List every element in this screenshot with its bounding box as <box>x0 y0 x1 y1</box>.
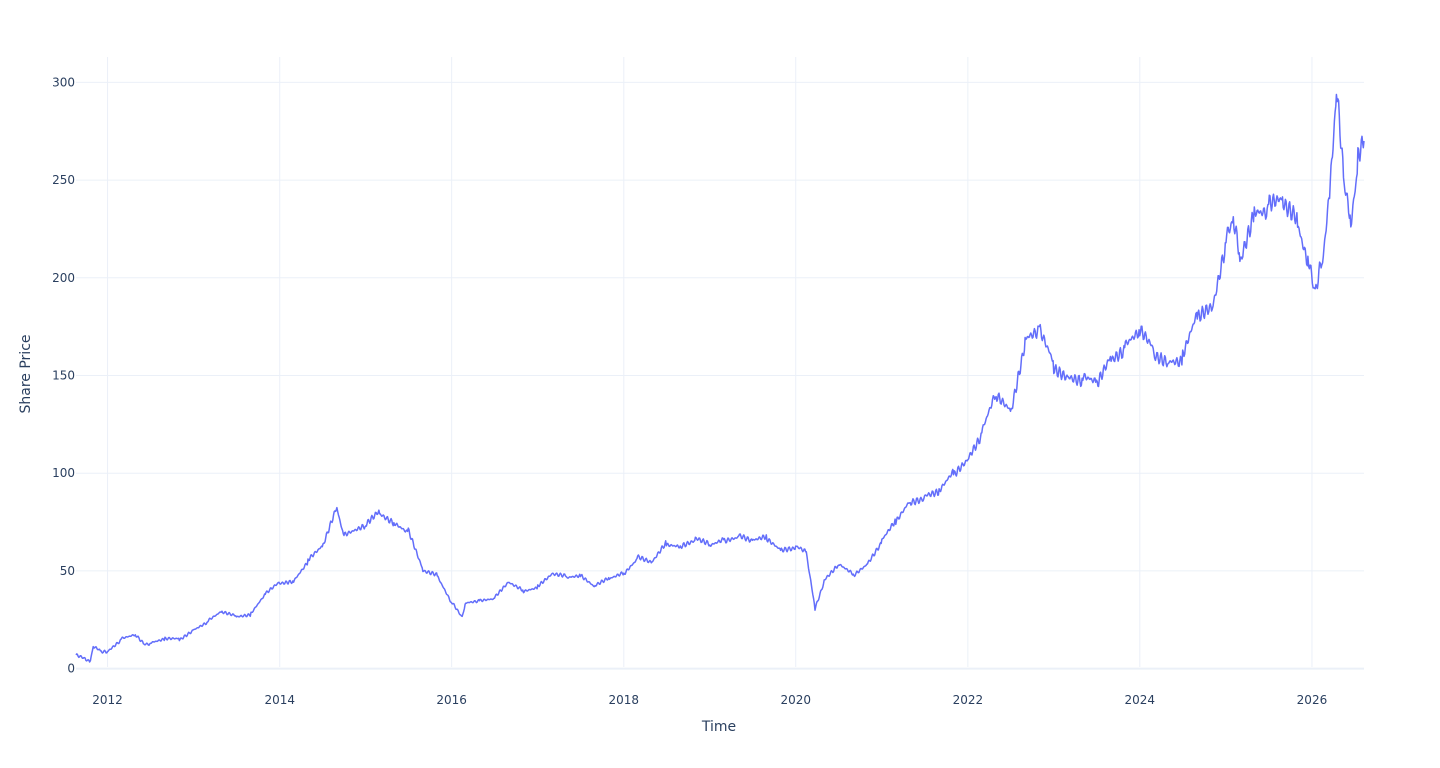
x-tick-labels: 2012 2014 2016 2018 2020 2022 2024 2026 <box>92 693 1327 707</box>
y-tick-label: 0 <box>67 662 75 676</box>
y-gridlines <box>76 81 1364 572</box>
x-tick-label: 2022 <box>953 693 984 707</box>
x-gridlines <box>107 57 1313 667</box>
series-line <box>75 93 1365 663</box>
y-tick-label: 100 <box>52 466 75 480</box>
x-tick-label: 2014 <box>264 693 295 707</box>
x-axis-title: Time <box>701 719 736 735</box>
x-tick-label: 2020 <box>780 693 811 707</box>
x-tick-label: 2012 <box>92 693 123 707</box>
y-tick-label: 150 <box>52 369 75 383</box>
x-tick-label: 2018 <box>609 693 640 707</box>
x-tick-label: 2024 <box>1125 693 1156 707</box>
x-tick-label: 2016 <box>436 693 467 707</box>
y-tick-label: 50 <box>60 564 75 578</box>
y-tick-labels: 0 50 100 150 200 250 300 <box>52 75 75 675</box>
x-tick-label: 2026 <box>1297 693 1328 707</box>
y-axis-title: Share Price <box>18 334 34 413</box>
y-tick-label: 200 <box>52 271 75 285</box>
y-tick-label: 300 <box>52 75 75 89</box>
y-tick-label: 250 <box>52 173 75 187</box>
